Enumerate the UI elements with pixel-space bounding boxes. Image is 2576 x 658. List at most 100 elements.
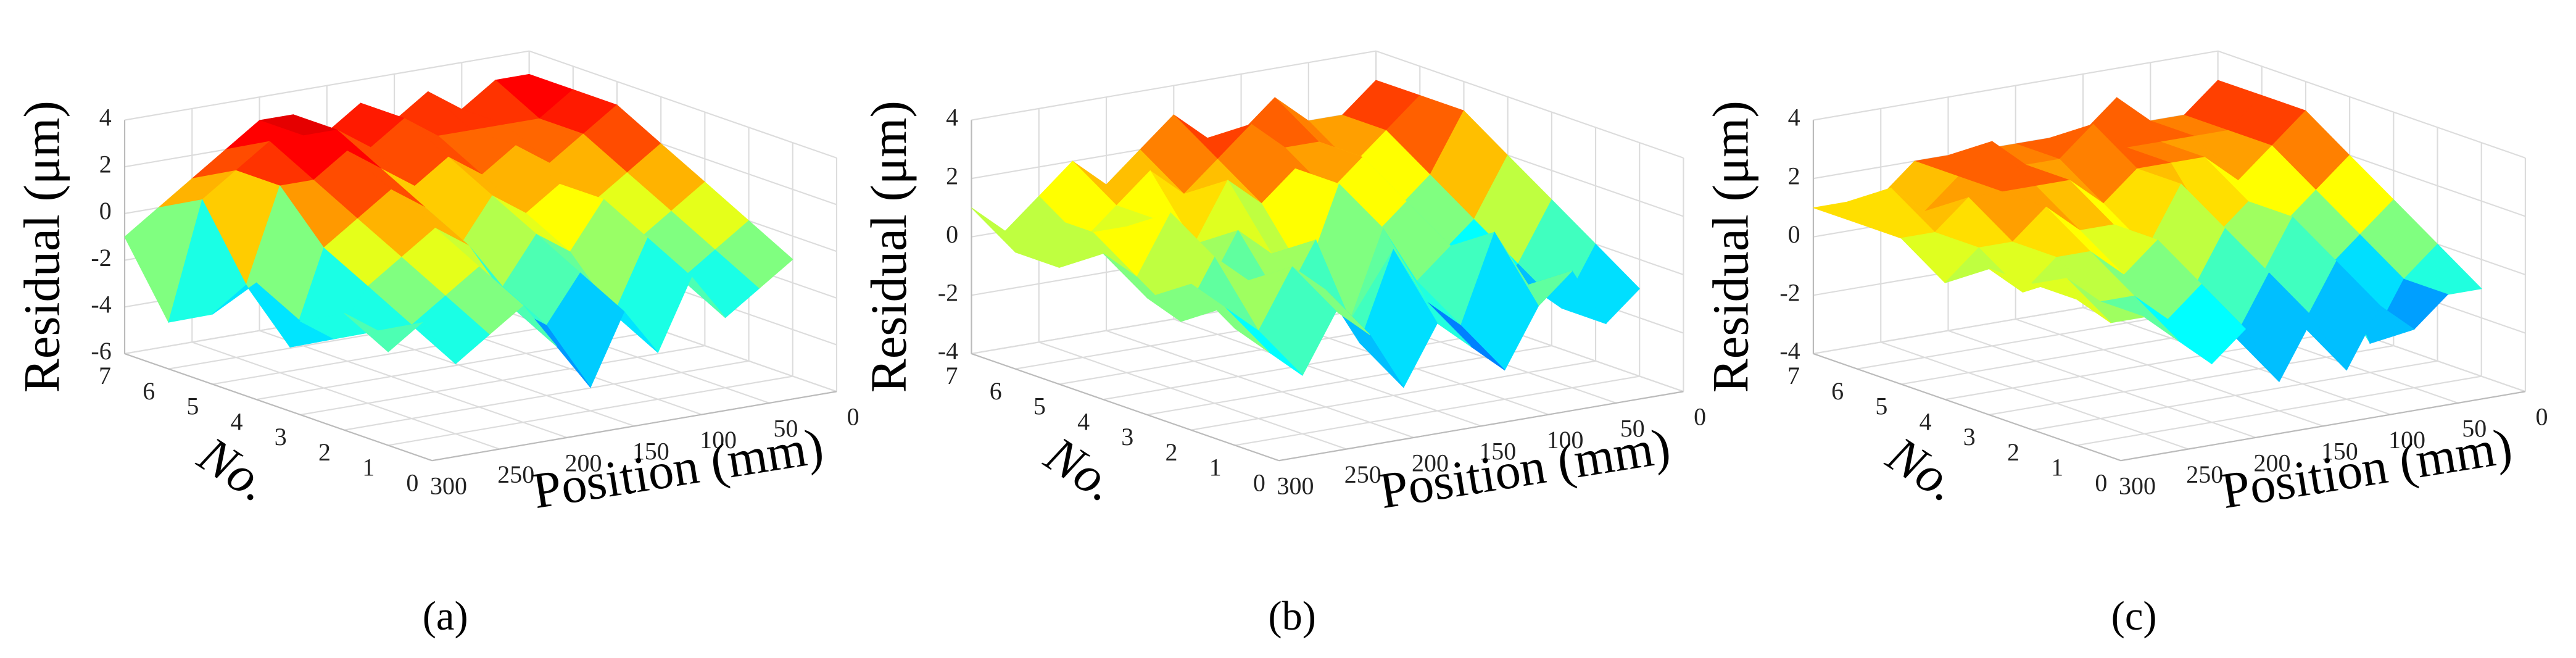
x-tick-label: 0 [847, 403, 859, 431]
grid-line [1235, 375, 1640, 446]
z-tick-label: 4 [99, 104, 112, 131]
surface-patch [1191, 283, 1269, 352]
grid-line [1948, 330, 2256, 438]
panel: 0 50 100 150 200 250 300 0 1 2 3 4 5 6 7-6 -4 -2 0 2 4 Resid… [14, 50, 859, 639]
y-tick-label: 6 [1831, 377, 1844, 405]
y-axis-label: No. [1035, 425, 1127, 512]
y-tick-label: 2 [1165, 438, 1177, 466]
x-axis-label: Position (mm) [1375, 417, 1674, 519]
axis-line [1278, 391, 1684, 462]
z-tick-label: 0 [946, 220, 958, 248]
grid-line [1038, 341, 1347, 450]
z-tick-label: -4 [938, 337, 958, 365]
surface-patch [344, 312, 423, 352]
x-tick-label: 50 [773, 414, 798, 442]
grid-line [2082, 307, 2391, 415]
grid-line [387, 375, 793, 446]
z-tick-label: 2 [99, 150, 112, 178]
axis-line [124, 352, 433, 462]
z-tick-label: 0 [1788, 220, 1800, 248]
y-tick-label: 3 [275, 423, 287, 451]
y-tick-label: 0 [2095, 469, 2107, 496]
grid-line [300, 344, 705, 416]
y-tick-label: 6 [990, 377, 1002, 405]
grid-line [1813, 50, 2218, 121]
axis-line [1813, 352, 2121, 462]
z-tick-label: 2 [946, 162, 958, 189]
grid-line [1375, 50, 1684, 159]
y-tick-label: 4 [1077, 407, 1090, 435]
x-tick-label: 250 [497, 460, 534, 488]
grid-line [1173, 319, 1481, 427]
grid-line [2218, 50, 2526, 159]
grid-line [2015, 319, 2324, 427]
grid-line [1106, 330, 1414, 438]
y-tick-label: 0 [406, 469, 418, 496]
y-axis-label: No. [188, 425, 280, 512]
x-axis-label: Position (mm) [2218, 417, 2516, 519]
grid-line [2076, 375, 2482, 446]
caption: (a) [423, 594, 468, 639]
x-tick-label: 300 [1277, 472, 1314, 500]
y-tick-label: 3 [1121, 423, 1133, 451]
z-tick-label: -4 [1779, 337, 1800, 365]
z-tick-label: -4 [91, 290, 111, 318]
z-tick-label: 0 [99, 197, 112, 225]
x-tick-label: 300 [430, 472, 467, 500]
surface-patch [2032, 278, 2111, 323]
y-axis-label: No. [1877, 425, 1969, 512]
y-tick-label: 4 [231, 407, 243, 435]
grid-line [344, 360, 749, 431]
x-tick-label: 0 [2536, 403, 2548, 431]
z-tick-label: -6 [91, 337, 111, 365]
y-tick-label: 5 [186, 393, 199, 420]
x-tick-label: 150 [632, 438, 669, 465]
grid-line [259, 330, 568, 438]
panel: 0 50 100 150 200 250 300 0 1 2 3 4 5 6 7-4 -2 0 2 4 Residua… [860, 50, 1706, 639]
grid-line [971, 50, 1377, 121]
x-tick-label: 150 [2321, 438, 2358, 465]
x-tick-label: 0 [1694, 403, 1706, 431]
z-tick-label: -2 [938, 279, 958, 307]
y-tick-label: 1 [1209, 454, 1222, 481]
axis-line [432, 391, 837, 462]
z-axis-label: Residual (μm) [1702, 101, 1759, 393]
grid-line [191, 341, 500, 450]
y-tick-label: 1 [2051, 454, 2063, 481]
grid-line [2032, 360, 2438, 431]
y-tick-label: 5 [1875, 393, 1887, 420]
y-tick-label: 7 [946, 362, 958, 389]
y-tick-label: 1 [362, 454, 375, 481]
z-tick-label: -2 [1779, 279, 1800, 307]
y-tick-label: 0 [1253, 469, 1265, 496]
z-axis-label: Residual (μm) [860, 101, 917, 393]
x-tick-label: 300 [2119, 472, 2156, 500]
grid-line [124, 50, 529, 121]
grid-line [1191, 360, 1596, 431]
y-tick-label: 2 [2007, 438, 2019, 466]
x-tick-label: 50 [2462, 414, 2487, 442]
z-tick-label: -2 [91, 244, 111, 272]
x-axis-label: Position (mm) [529, 417, 827, 519]
x-tick-label: 200 [2254, 449, 2291, 477]
x-tick-label: 50 [1620, 414, 1645, 442]
y-tick-label: 5 [1033, 393, 1046, 420]
x-tick-label: 200 [565, 449, 602, 477]
y-tick-label: 6 [143, 377, 155, 405]
x-tick-label: 250 [1344, 460, 1381, 488]
axis-line [2121, 391, 2526, 462]
caption: (b) [1268, 594, 1316, 639]
y-tick-label: 2 [318, 438, 331, 466]
panel: 0 50 100 150 200 250 300 0 1 2 3 4 5 6 7-4 -2 0 2 4 Residua… [1702, 50, 2548, 639]
y-tick-label: 3 [1963, 423, 1976, 451]
x-tick-label: 150 [1479, 438, 1516, 465]
x-tick-label: 100 [700, 426, 737, 454]
y-tick-label: 4 [1920, 407, 1932, 435]
grid-line [1147, 344, 1552, 416]
caption: (c) [2111, 594, 2157, 639]
x-tick-label: 250 [2186, 460, 2223, 488]
z-tick-label: 4 [1788, 104, 1800, 131]
grid-line [1880, 341, 2189, 450]
